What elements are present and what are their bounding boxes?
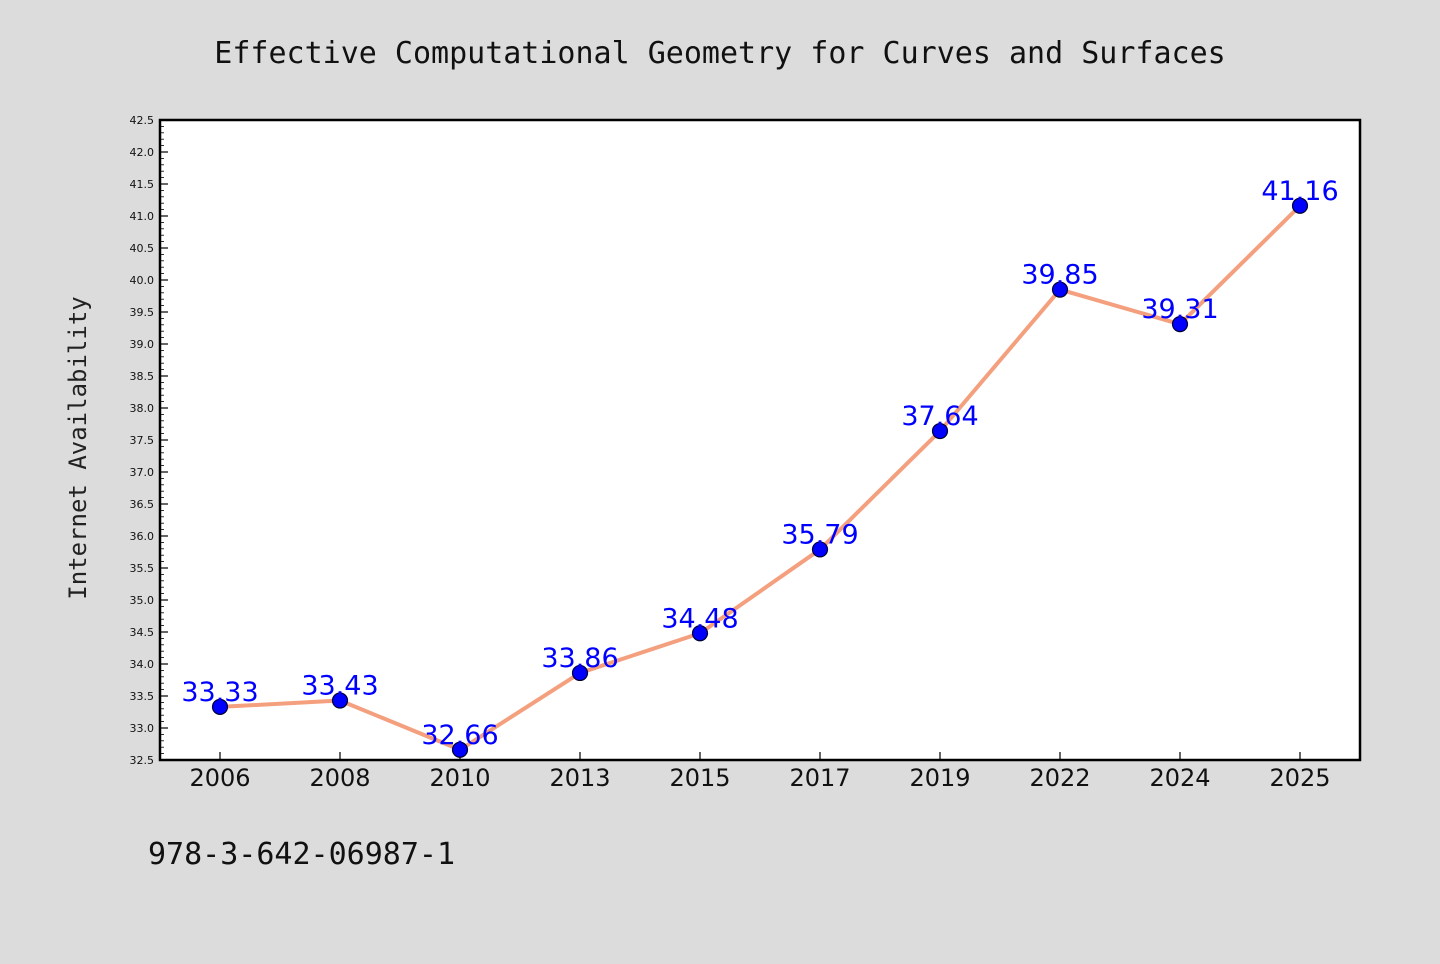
x-tick-label: 2013: [549, 764, 610, 792]
data-labels: 33.33 33.43 32.66 33.86 34.48 35.79 37.64 39.85…: [181, 176, 1338, 751]
data-point: [811, 541, 829, 558]
x-tick-label: 2022: [1029, 764, 1090, 792]
data-label: 33.86: [541, 643, 618, 674]
data-point: [691, 625, 709, 642]
x-tick-label: 2019: [909, 764, 970, 792]
x-tick-label: 2017: [789, 764, 850, 792]
data-label: 41.16: [1261, 176, 1338, 207]
data-label: 34.48: [661, 603, 738, 634]
x-axis: 2006 2008 2010 2013 2015 2017 2019 2022 2024 2025: [189, 752, 1331, 792]
data-point: [571, 664, 589, 682]
x-tick-label: 2015: [669, 764, 730, 792]
y-tick-label: 36.5: [130, 498, 155, 511]
y-tick-label: 39.0: [130, 338, 155, 351]
series-line-group: [218, 203, 1302, 752]
data-label: 33.33: [181, 677, 258, 708]
y-tick-label: 34.5: [130, 626, 155, 639]
y-tick-label: 36.0: [130, 530, 155, 543]
y-tick-label: 37.5: [130, 434, 155, 447]
chart-title: Effective Computational Geometry for Cur…: [214, 36, 1225, 71]
x-tick-label: 2010: [429, 764, 490, 792]
y-tick-label: 38.5: [130, 370, 155, 383]
data-point: [931, 422, 949, 440]
y-tick-label: 35.0: [130, 594, 155, 607]
data-label: 39.85: [1021, 260, 1098, 291]
data-point: [1171, 316, 1189, 333]
y-tick-label: 38.0: [130, 402, 155, 415]
y-axis: 32.5 33.0 33.5 34.0 34.5 35.0 35.5 36.0 36.5 37.0…: [130, 114, 168, 767]
data-point: [211, 698, 229, 715]
y-tick-label: 39.5: [130, 306, 155, 319]
y-tick-label: 33.0: [130, 722, 155, 735]
y-tick-label: 34.0: [130, 658, 155, 671]
data-label: 35.79: [781, 519, 858, 550]
y-tick-label: 40.5: [130, 242, 155, 255]
data-point: [1291, 197, 1309, 214]
series-line: [218, 203, 1302, 752]
data-label: 33.43: [301, 670, 378, 701]
plot-area: [158, 118, 1362, 762]
y-tick-label: 33.5: [130, 690, 155, 703]
y-tick-label: 37.0: [130, 466, 155, 479]
y-tick-label: 32.5: [130, 754, 155, 767]
isbn-footer: 978-3-642-06987-1: [148, 837, 455, 872]
y-tick-label: 35.5: [130, 562, 155, 575]
data-label: 39.31: [1141, 294, 1218, 325]
x-tick-label: 2008: [309, 764, 370, 792]
x-tick-label: 2006: [189, 764, 250, 792]
data-point: [1051, 281, 1069, 298]
y-tick-label: 41.5: [130, 178, 155, 191]
data-label: 32.66: [421, 720, 498, 751]
data-point: [331, 692, 349, 709]
x-tick-label: 2025: [1269, 764, 1330, 792]
y-tick-label: 42.5: [130, 114, 155, 127]
y-tick-label: 41.0: [130, 210, 155, 223]
series-markers: [211, 197, 1309, 758]
y-axis-label: Internet Availability: [64, 296, 92, 599]
y-tick-label: 42.0: [130, 146, 155, 159]
data-point: [451, 741, 469, 758]
y-tick-label: 40.0: [130, 274, 155, 287]
data-label: 37.64: [901, 401, 978, 432]
x-tick-label: 2024: [1149, 764, 1210, 792]
